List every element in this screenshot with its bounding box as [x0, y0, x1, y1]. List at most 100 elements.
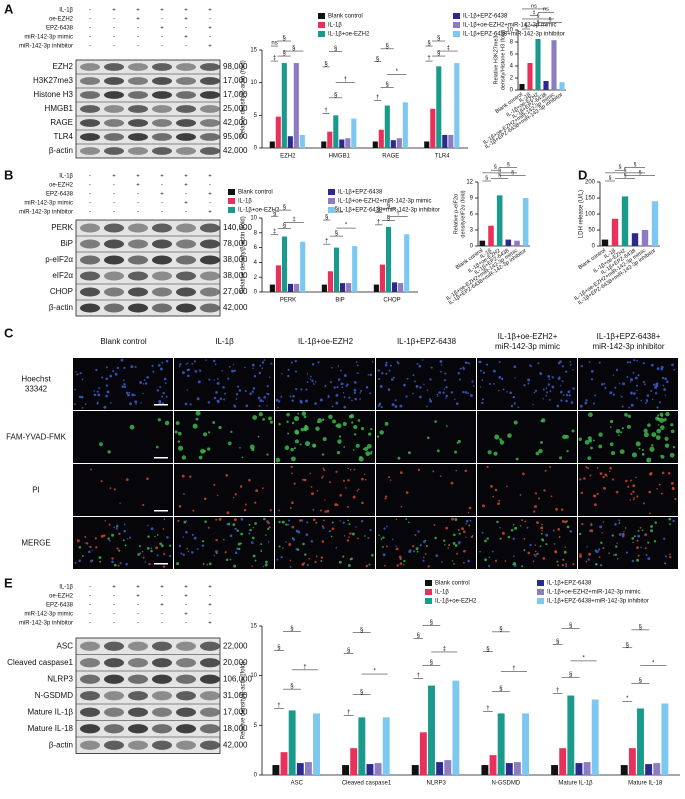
cell-dot [335, 424, 339, 427]
cell-dot [579, 554, 582, 558]
protein-size: 42,000 [223, 303, 248, 312]
blot-band [104, 641, 124, 651]
treatment-sign: + [112, 174, 116, 180]
cell-dot [164, 382, 167, 384]
significance-mark: ns [543, 7, 549, 13]
cell-dot [162, 528, 165, 530]
cell-dot [105, 366, 108, 369]
cell-dot [445, 394, 448, 398]
cell-dot [415, 547, 419, 551]
cell-dot [468, 362, 471, 365]
blot-band [152, 303, 172, 313]
cell-dot [186, 547, 189, 550]
cell-dot [268, 416, 272, 421]
cell-dot [161, 361, 164, 364]
treatment-label: miR-142-3p inhibitor [19, 621, 73, 627]
cell-dot [308, 557, 311, 560]
cell-dot [647, 423, 651, 427]
cell-dot [203, 497, 207, 501]
blot-band [176, 303, 196, 313]
cell-dot [532, 560, 535, 562]
cell-dot [456, 552, 459, 555]
cell-dot [565, 565, 568, 568]
cell-dot [598, 556, 601, 559]
bar [436, 762, 444, 775]
legend-swatch [537, 589, 544, 595]
cell-dot [120, 358, 124, 362]
cell-dot [195, 417, 199, 421]
cell-dot [287, 374, 290, 378]
cell-dot [254, 501, 257, 504]
treatment-sign: + [136, 174, 140, 180]
treatment-sign: - [137, 210, 139, 216]
bar [304, 762, 312, 775]
cell-dot [255, 489, 259, 493]
treatment-sign: - [113, 621, 115, 627]
cell-dot [353, 381, 357, 384]
cell-dot [130, 365, 134, 369]
cell-dot [342, 391, 345, 394]
blot-band [152, 287, 172, 297]
cell-dot [554, 550, 558, 554]
significance-mark: † [486, 706, 489, 712]
cell-dot [88, 550, 91, 554]
cell-dot [385, 363, 388, 367]
y-tick-label: 4 [254, 260, 258, 266]
cell-dot [649, 512, 651, 515]
cell-dot [293, 415, 300, 422]
cell-dot [156, 534, 159, 536]
treatment-label: oe-EZH2 [49, 594, 74, 600]
significance-mark: § [335, 207, 338, 213]
cell-dot [378, 534, 380, 536]
blot-band [80, 724, 100, 734]
cell-dot [299, 400, 303, 404]
cell-dot [479, 360, 482, 364]
bar [294, 283, 300, 292]
blot-band [104, 91, 124, 99]
cell-dot [438, 391, 442, 394]
legend-label: IL-1β+oe-EZH2+miR-142-3p mimic [338, 199, 431, 205]
cell-dot [96, 390, 99, 393]
protein-size: 140,000 [223, 223, 252, 232]
cell-dot [383, 527, 386, 530]
cell-dot [207, 447, 211, 451]
treatment-sign: + [208, 585, 212, 591]
cell-dot [258, 412, 263, 417]
blot-band [80, 271, 100, 281]
cell-dot [310, 540, 314, 543]
cell-dot [663, 418, 667, 422]
cell-dot [181, 474, 185, 478]
cell-dot [339, 494, 343, 497]
cell-dot [561, 563, 565, 567]
cell-dot [321, 476, 324, 479]
treatment-sign: + [208, 44, 212, 50]
cell-dot [251, 448, 255, 452]
blot-band [152, 740, 172, 750]
cell-dot [559, 456, 563, 460]
cell-dot [422, 540, 426, 543]
treatment-sign: - [89, 44, 91, 50]
cell-dot [663, 537, 666, 540]
blot-band [80, 658, 100, 668]
cell-dot [654, 385, 658, 389]
cell-dot [506, 391, 508, 393]
cell-dot [262, 400, 265, 403]
cell-dot [192, 509, 195, 512]
cell-dot [254, 559, 257, 562]
cell-dot [632, 484, 636, 488]
cell-dot [310, 492, 314, 496]
significance-mark: § [334, 46, 337, 52]
cell-dot [76, 373, 79, 376]
blot-band [200, 287, 220, 297]
cell-dot [267, 392, 270, 396]
cell-dot [248, 523, 251, 526]
cell-dot [384, 497, 387, 500]
cell-dot [263, 359, 266, 361]
y-axis-label: Relative density/β-actin (fold) [241, 216, 247, 293]
cell-dot [422, 559, 425, 562]
cell-dot [90, 468, 92, 471]
cell-dot [218, 425, 222, 430]
cell-dot [225, 473, 229, 477]
cell-dot [343, 535, 346, 537]
cell-dot [275, 457, 281, 463]
